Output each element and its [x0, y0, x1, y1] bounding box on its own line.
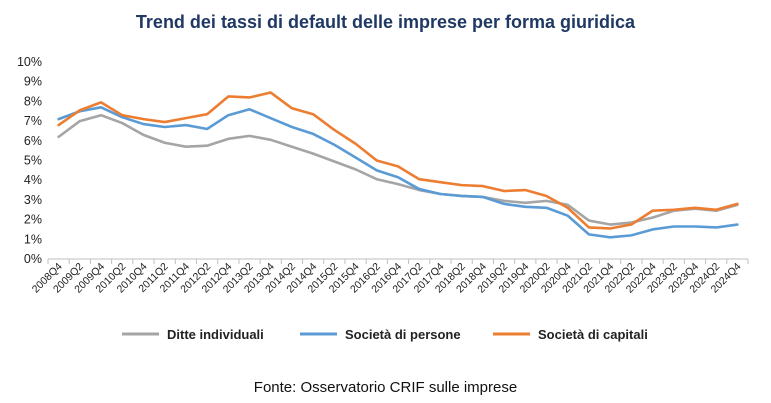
y-tick-label: 3%: [24, 193, 42, 207]
y-tick-label: 0%: [24, 252, 42, 266]
source-note: Fonte: Osservatorio CRIF sulle imprese: [253, 379, 518, 396]
series-line-0: [57, 113, 739, 226]
chart-title: Trend dei tassi di default delle imprese…: [135, 12, 636, 32]
y-tick-label: 6%: [24, 134, 42, 148]
y-tick-label: 4%: [24, 173, 42, 187]
y-tick-label: 7%: [24, 114, 42, 128]
legend: Ditte individuali Società di persone Socie…: [122, 327, 648, 342]
y-tick-label: 5%: [24, 154, 42, 168]
series-lines: [57, 91, 739, 239]
series-line-1: [57, 106, 739, 239]
legend-label: Società di persone: [345, 327, 461, 342]
y-axis: 0% 1% 2% 3% 4% 5% 6% 7% 8% 9% 10%: [17, 55, 42, 266]
y-tick-label: 10%: [17, 55, 42, 69]
y-tick-label: 9%: [24, 75, 42, 89]
legend-label: Ditte individuali: [167, 327, 264, 342]
y-tick-label: 2%: [24, 213, 42, 227]
x-axis: 2008Q42009Q22009Q42010Q22010Q42011Q22011…: [30, 258, 749, 296]
y-tick-label: 1%: [24, 232, 42, 246]
series-line-2: [57, 91, 739, 230]
legend-label: Società di capitali: [538, 327, 648, 342]
y-tick-label: 8%: [24, 94, 42, 108]
